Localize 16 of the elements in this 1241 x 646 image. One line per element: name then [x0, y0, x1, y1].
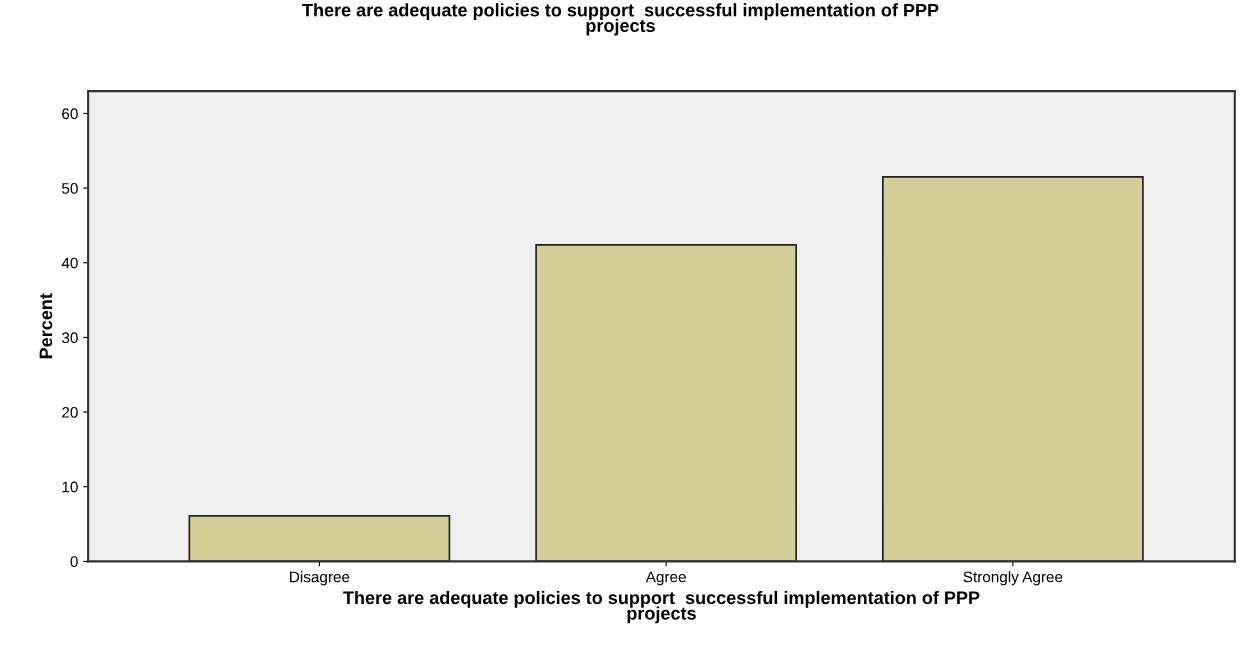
x-tick-label: Disagree [290, 571, 350, 586]
x-tick-label: Agree [645, 571, 686, 586]
y-tick-label: 50 [62, 183, 78, 194]
bar [535, 244, 797, 562]
y-tick-label: 30 [61, 332, 78, 344]
bar [882, 176, 1144, 562]
x-axis-title: There are adequate policies to support successful implementation of PPP projects [343, 590, 980, 624]
y-tick-label: 60 [62, 108, 78, 120]
y-tick-label: 10 [62, 481, 78, 493]
y-tick-label: 40 [61, 257, 78, 269]
y-tick-label: 20 [62, 406, 78, 418]
bar [188, 515, 451, 562]
y-tick-label: 0 [70, 556, 78, 568]
chart-title: There are adequate policies to support successful implementation of PPP projects [302, 3, 939, 36]
y-axis-title: Percent [39, 293, 53, 359]
x-tick-label: Strongly Agree [963, 571, 1063, 586]
